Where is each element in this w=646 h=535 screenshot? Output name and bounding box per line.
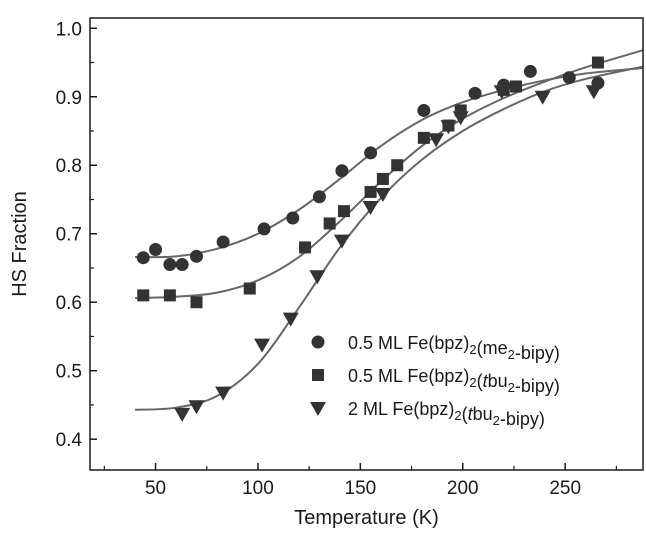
data-markers — [136, 56, 605, 422]
legend-marker-series-1 — [311, 335, 325, 349]
data-point-series-1 — [312, 190, 326, 204]
data-point-series-3 — [585, 85, 602, 100]
data-point-series-2 — [391, 159, 404, 172]
data-point-series-3 — [309, 270, 326, 285]
y-tick-label: 0.4 — [56, 430, 83, 451]
y-tick-label: 0.5 — [56, 362, 82, 383]
data-point-series-3 — [493, 85, 510, 100]
data-point-series-3 — [174, 407, 191, 422]
plot-frame — [89, 17, 644, 471]
axis-ticks: 50 100 150 200 250 0.4 0.5 0.6 0.7 0.8 0.9 1.0 — [56, 19, 617, 499]
x-axis-label: Temperature (K) — [294, 507, 439, 529]
data-point-series-2 — [417, 131, 430, 144]
data-point-series-1 — [364, 146, 378, 160]
data-point-series-3 — [440, 120, 457, 135]
data-point-series-2 — [243, 282, 256, 295]
legend-label-series-3: 2 ML Fe(bpz)2(tbu2-bipy) — [348, 399, 545, 429]
data-point-series-2 — [364, 185, 377, 198]
data-point-series-1 — [175, 258, 189, 272]
data-point-series-3 — [362, 201, 379, 216]
data-point-series-2 — [337, 205, 350, 218]
data-point-series-2 — [323, 217, 336, 230]
fit-curve-series-1 — [135, 66, 644, 259]
data-point-series-3 — [188, 400, 205, 415]
x-tick-label: 250 — [549, 478, 581, 499]
data-point-series-1 — [257, 222, 271, 236]
data-point-series-3 — [215, 386, 232, 401]
fit-curve-series-2 — [135, 49, 644, 300]
data-point-series-1 — [163, 258, 177, 272]
data-point-series-1 — [335, 164, 349, 178]
data-point-series-2 — [163, 289, 176, 302]
y-axis-label: HS Fraction — [9, 191, 31, 297]
data-point-series-3 — [428, 133, 445, 148]
data-point-series-1 — [523, 64, 537, 78]
y-tick-label: 1.0 — [56, 19, 82, 40]
data-point-series-2 — [137, 289, 150, 302]
y-tick-label: 0.9 — [56, 88, 82, 109]
data-point-series-1 — [136, 251, 150, 265]
data-point-series-1 — [468, 86, 482, 100]
data-point-series-3 — [374, 188, 391, 203]
data-point-series-3 — [282, 312, 299, 327]
data-point-series-2 — [510, 80, 523, 93]
legend-label-series-2: 0.5 ML Fe(bpz)2(tbu2-bipy) — [348, 366, 560, 396]
data-point-series-1 — [190, 249, 204, 263]
data-point-series-1 — [417, 103, 431, 117]
x-tick-label: 100 — [242, 478, 274, 499]
y-tick-label: 0.7 — [56, 225, 82, 246]
y-tick-label: 0.6 — [56, 293, 82, 314]
legend: 0.5 ML Fe(bpz)2(me2-bipy)0.5 ML Fe(bpz)2… — [310, 333, 560, 429]
data-point-series-3 — [534, 90, 551, 105]
data-point-series-3 — [333, 234, 350, 249]
data-point-series-3 — [254, 338, 271, 353]
data-point-series-2 — [591, 56, 604, 69]
data-point-series-3 — [452, 111, 469, 126]
x-tick-label: 200 — [447, 478, 479, 499]
data-point-series-1 — [286, 211, 300, 225]
x-tick-label: 150 — [345, 478, 377, 499]
data-point-series-2 — [190, 296, 203, 309]
fit-curves — [135, 49, 644, 411]
data-point-series-2 — [299, 241, 312, 254]
data-point-series-2 — [376, 172, 389, 185]
data-point-series-1 — [149, 242, 163, 256]
legend-marker-series-2 — [312, 369, 324, 381]
legend-marker-series-3 — [310, 402, 326, 416]
data-point-series-1 — [562, 71, 576, 85]
data-point-series-1 — [216, 235, 230, 249]
x-tick-label: 50 — [145, 478, 166, 499]
fit-curve-series-3 — [135, 65, 644, 411]
legend-label-series-1: 0.5 ML Fe(bpz)2(me2-bipy) — [348, 333, 560, 363]
y-tick-label: 0.8 — [56, 156, 82, 177]
